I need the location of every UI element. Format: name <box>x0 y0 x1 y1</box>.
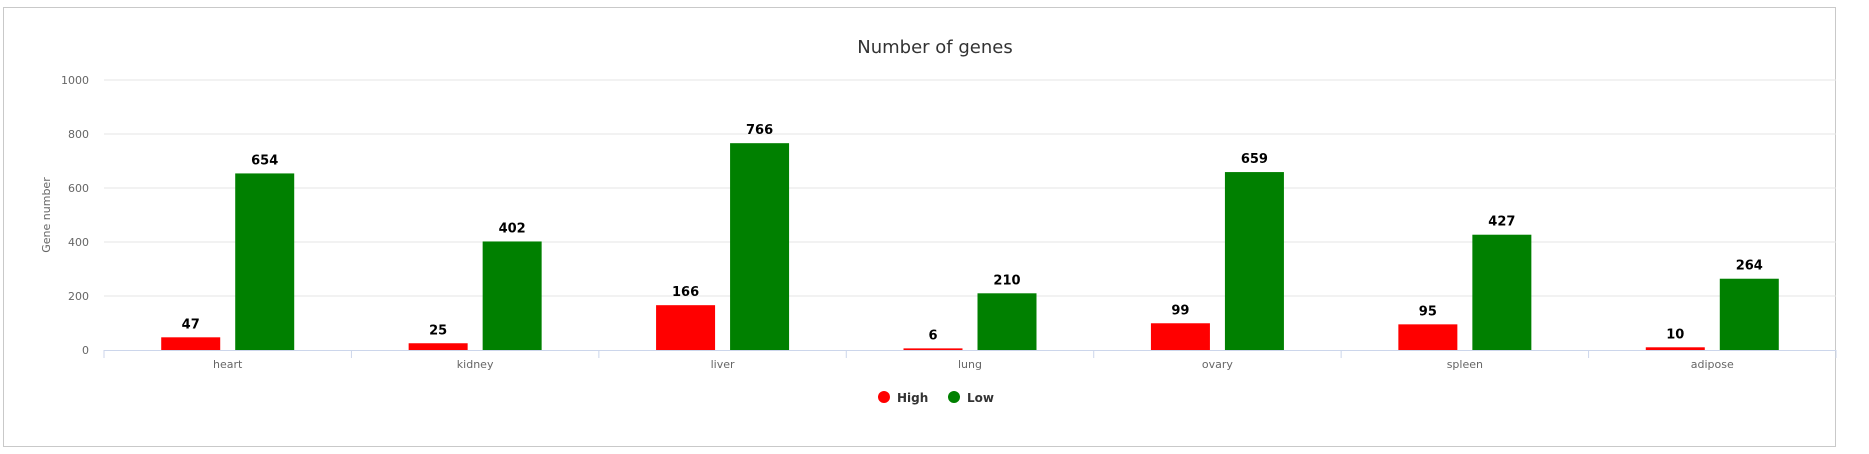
data-label: 654 <box>251 153 278 168</box>
x-tick-label: ovary <box>1202 358 1234 371</box>
y-tick-label: 800 <box>68 128 89 141</box>
bar-low[interactable] <box>1719 278 1779 350</box>
gridlines <box>104 79 1836 297</box>
y-tick-label: 400 <box>68 236 89 249</box>
data-label: 402 <box>499 221 526 236</box>
bar-high[interactable] <box>1150 323 1210 350</box>
data-label: 95 <box>1419 304 1437 319</box>
bar-low[interactable] <box>235 173 295 350</box>
x-tick-label: lung <box>958 358 982 371</box>
bar-high[interactable] <box>903 348 963 350</box>
bar-high[interactable] <box>1398 324 1458 350</box>
data-label: 166 <box>672 285 699 300</box>
x-tick-label: heart <box>213 358 243 371</box>
legend-item-high[interactable]: High <box>878 391 928 405</box>
bar-high[interactable] <box>656 305 716 350</box>
bar-low[interactable] <box>1224 172 1284 350</box>
legend-item-low[interactable]: Low <box>948 391 994 405</box>
x-tick-label: kidney <box>457 358 494 371</box>
x-tick-label: adipose <box>1691 358 1734 371</box>
bar-high[interactable] <box>161 337 221 350</box>
chart-title: Number of genes <box>857 37 1012 58</box>
bar-low[interactable] <box>730 143 790 350</box>
x-tick-label: spleen <box>1447 358 1483 371</box>
bar-low[interactable] <box>482 241 542 350</box>
bars: 47 25 166 6 99 95 10 654 402 766 210 659 427 264 <box>161 123 1779 350</box>
y-tick-label: 0 <box>82 344 89 357</box>
bar-low[interactable] <box>977 293 1037 350</box>
legend-marker-icon <box>878 391 890 403</box>
y-tick-label: 1000 <box>61 74 89 87</box>
data-label: 99 <box>1171 303 1189 318</box>
y-axis-title: Gene number <box>40 177 53 253</box>
data-label: 10 <box>1666 327 1684 342</box>
data-label: 210 <box>993 273 1020 288</box>
y-tick-label: 200 <box>68 290 89 303</box>
y-axis-ticks: 0 200 400 600 800 1000 <box>61 74 89 357</box>
data-label: 25 <box>429 323 447 338</box>
legend-marker-icon <box>948 391 960 403</box>
data-label: 427 <box>1488 215 1515 230</box>
bar-high[interactable] <box>408 343 468 350</box>
data-label: 766 <box>746 123 773 138</box>
legend-label: High <box>897 391 928 405</box>
y-tick-label: 600 <box>68 182 89 195</box>
legend[interactable]: High Low <box>878 391 994 405</box>
legend-label: Low <box>967 391 994 405</box>
bar-high[interactable] <box>1645 347 1705 350</box>
x-tick-label: liver <box>711 358 735 371</box>
data-label: 6 <box>928 328 937 343</box>
data-label: 264 <box>1736 259 1763 274</box>
bar-low[interactable] <box>1472 234 1532 350</box>
data-label: 659 <box>1241 152 1268 167</box>
x-axis: heart kidney liver lung ovary spleen adipose <box>103 350 1837 371</box>
data-label: 47 <box>182 317 200 332</box>
